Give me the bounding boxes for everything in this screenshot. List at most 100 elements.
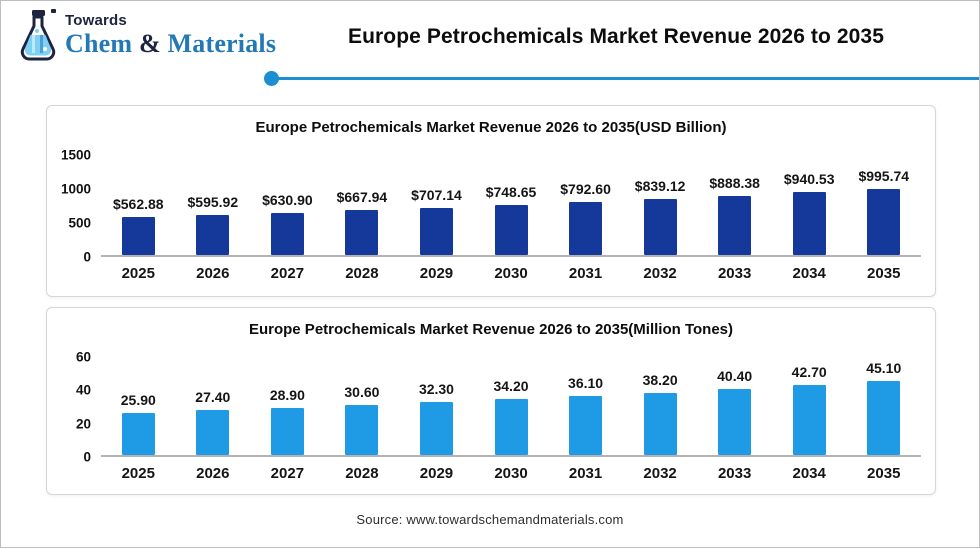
bar-chart-usd: 0 500 1000 1500 $562.88 2025 $595.92 2026 $630.… [47,148,935,282]
y-tick-label: 20 [75,416,91,432]
y-tick-label: 1500 [60,147,91,163]
logo-ampersand-glyph: & [138,29,161,58]
bar [419,402,453,455]
bar-value-label: 40.40 [717,368,753,385]
x-tick-label: 2031 [568,265,603,282]
plot-area: 25.90 2025 27.40 2026 28.90 2027 30.60 2028 32.3… [101,357,921,482]
y-tick-label: 0 [83,249,91,265]
x-tick-label: 2028 [345,465,379,482]
bar-value-label: 25.90 [120,391,156,408]
bar-value-label: 27.40 [195,389,231,406]
logo-chem: Chem [65,29,133,58]
bar-group: 30.60 2028 [325,357,400,482]
x-tick-label: 2032 [643,465,677,482]
bar-value-label: $595.92 [187,194,239,211]
bar-value-label: 30.60 [344,384,380,401]
x-tick-label: 2033 [717,465,752,482]
bar-group: $995.74 2035 [846,155,921,282]
bar [569,396,603,455]
chart-panel-million-tones: Europe Petrochemicals Market Revenue 202… [46,307,936,495]
title-underline [264,71,979,86]
bar-group: 45.10 2035 [846,357,921,482]
page-title: Europe Petrochemicals Market Revenue 202… [348,25,884,48]
bar-value-label: 42.70 [791,364,827,381]
bar [121,217,155,255]
bar-group: 42.70 2034 [772,357,847,482]
chart-title-tones: Europe Petrochemicals Market Revenue 202… [248,321,734,338]
bar [643,199,677,255]
x-tick-label: 2027 [270,465,305,482]
y-axis: 0 500 1000 1500 [49,148,101,265]
bar [643,392,677,455]
bar-chart-tones: 0 20 40 60 25.90 2025 27.40 2026 28.90 2027 30.60… [47,350,935,482]
bar [196,410,230,455]
x-tick-label: 2033 [717,265,752,282]
x-tick-label: 2030 [494,265,528,282]
bar [792,192,826,255]
logo-towards-label: Towards [65,12,127,29]
x-tick-label: 2034 [792,265,826,282]
bar-value-label: 34.20 [493,378,529,395]
bar-group: 36.10 2031 [548,357,623,482]
bar-value-label: $888.38 [709,174,760,191]
bar [867,188,901,255]
y-tick-label: 60 [75,349,91,365]
x-tick-label: 2026 [196,265,230,282]
bar [494,399,528,455]
bar-group: $707.14 2029 [399,155,474,282]
bar [718,195,752,255]
logo-materials-label: Materials [167,29,277,58]
x-tick-label: 2027 [270,265,305,282]
x-tick-label: 2035 [867,265,901,282]
x-tick-label: 2032 [643,265,677,282]
bar-group: $595.92 2026 [176,155,251,282]
bar-group: 34.20 2030 [474,357,549,482]
bar-value-label: $940.53 [783,171,835,188]
brand-logo-text: Towards Chem & Materials [65,13,276,57]
logo-materials [161,29,168,58]
bar-group: 25.90 2025 [101,357,176,482]
flask-icon [15,9,61,63]
bar [494,205,528,255]
bar-group: $748.65 2030 [474,155,549,282]
bar-value-label: 36.10 [568,375,604,392]
bar [718,389,752,455]
logo-ampersand [132,29,139,58]
x-tick-label: 2025 [121,465,155,482]
bar-value-label: $707.14 [411,186,462,203]
x-tick-label: 2031 [568,465,603,482]
bar-group: 38.20 2032 [623,357,698,482]
x-tick-label: 2026 [196,465,230,482]
bar-group: 28.90 2027 [250,357,325,482]
bar-value-label: $995.74 [858,167,910,184]
bar-group: $667.94 2028 [325,155,400,282]
bar [867,381,901,455]
x-tick-label: 2029 [419,265,454,282]
bar-group: $630.90 2027 [250,155,325,282]
x-tick-label: 2025 [121,265,155,282]
bar-group: 40.40 2033 [697,357,772,482]
logo-brand-label: Chem & Materials [65,31,276,57]
bar-value-label: $748.65 [485,184,537,201]
x-tick-label: 2034 [792,465,826,482]
bar-group: $888.38 2033 [697,155,772,282]
y-tick-label: 40 [75,382,91,398]
bar-group: $792.60 2031 [548,155,623,282]
bar-group: $940.53 2034 [772,155,847,282]
bar [270,212,304,255]
bar-group: 27.40 2026 [176,357,251,482]
bar [345,210,379,255]
y-axis: 0 20 40 60 [49,350,101,465]
bar [345,405,379,455]
y-tick-label: 1000 [60,181,91,197]
bar [121,412,155,455]
bar-value-label: $630.90 [262,191,313,208]
x-tick-label: 2028 [345,265,379,282]
x-tick-label: 2030 [494,465,528,482]
source-text: Source: www.towardschemandmaterials.com [356,512,624,527]
bar [270,407,304,455]
bar [569,202,603,255]
plot-area: $562.88 2025 $595.92 2026 $630.90 2027 $667.94… [101,155,921,282]
bar-value-label: 38.20 [642,371,678,388]
